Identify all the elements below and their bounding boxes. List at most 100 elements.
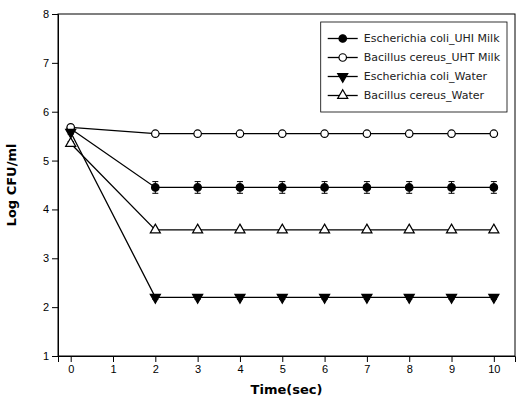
tick: 5 [280, 356, 286, 375]
tick-mark [52, 14, 58, 15]
tick-mark [113, 356, 114, 362]
marker [152, 184, 159, 191]
tick: 4 [43, 203, 58, 215]
tick-mark [52, 258, 58, 259]
error-bar [322, 182, 328, 194]
marker [362, 224, 372, 233]
tick-label: 5 [43, 155, 49, 167]
axis-line [59, 357, 516, 363]
tick-mark [494, 356, 495, 362]
series [67, 124, 498, 138]
marker [446, 224, 456, 233]
tick: 7 [43, 57, 58, 69]
marker [404, 224, 414, 233]
error-bar [237, 182, 243, 194]
series [67, 125, 498, 193]
tick: 5 [43, 155, 58, 167]
legend-entry: Escherichia coli_Water [328, 70, 488, 83]
marker [193, 294, 203, 303]
marker [321, 130, 328, 137]
tick-mark [52, 63, 58, 64]
legend-entry: Escherichia coli_UHI Milk [328, 32, 500, 45]
legend-marker [339, 54, 346, 61]
axis-line [52, 15, 59, 357]
legend-marker [338, 74, 348, 83]
marker [448, 130, 455, 137]
marker [150, 294, 160, 303]
tick-mark [282, 356, 283, 362]
tick: 8 [43, 8, 58, 20]
series-line [71, 129, 494, 188]
marker [489, 224, 499, 233]
error-bar-path [195, 182, 201, 194]
marker [405, 130, 412, 137]
legend-frame [321, 22, 507, 112]
series-line [71, 143, 494, 229]
tick-label: 5 [280, 363, 286, 375]
tick: 7 [364, 356, 370, 375]
marker [150, 224, 160, 233]
tick-mark [409, 356, 410, 362]
x-axis: 0 1 2 3 4 5 6 7 8 9 10 [59, 356, 516, 375]
tick-label: 10 [488, 363, 500, 375]
error-bar [491, 182, 497, 194]
tick-label: 3 [43, 252, 49, 264]
error-bar-path [322, 182, 328, 194]
tick: 9 [449, 356, 455, 375]
marker [490, 184, 497, 191]
marker [490, 130, 497, 137]
tick: 2 [153, 356, 159, 375]
tick: 3 [43, 252, 58, 264]
tick-mark [52, 112, 58, 113]
legend-label: Bacillus cereus_UHT Milk [364, 51, 501, 64]
tick-label: 8 [43, 8, 49, 20]
x-axis-title: Time(sec) [251, 382, 323, 397]
marker [279, 184, 286, 191]
tick-mark [325, 356, 326, 362]
error-bar [449, 182, 455, 194]
marker [320, 224, 330, 233]
tick-label: 9 [449, 363, 455, 375]
marker [277, 294, 287, 303]
series [66, 138, 499, 233]
error-bar [195, 182, 201, 194]
tick: 1 [43, 350, 58, 362]
tick-mark [240, 356, 241, 362]
marker [448, 184, 455, 191]
marker [194, 184, 201, 191]
tick-label: 7 [43, 57, 49, 69]
error-bar-path [152, 182, 158, 194]
series-line [71, 132, 494, 297]
tick: 4 [237, 356, 243, 375]
tick-label: 6 [43, 106, 49, 118]
error-bar-path [406, 182, 412, 194]
tick-label: 0 [68, 363, 74, 375]
error-bar-path [279, 182, 285, 194]
tick: 0 [68, 356, 74, 375]
series [66, 129, 499, 303]
tick: 6 [322, 356, 328, 375]
tick-label: 7 [364, 363, 370, 375]
error-bar [279, 182, 285, 194]
tick-mark [367, 356, 368, 362]
legend: Escherichia coli_UHI Milk Bacillus cereus… [321, 22, 507, 112]
error-bar-path [237, 182, 243, 194]
marker [277, 224, 287, 233]
tick-mark [52, 161, 58, 162]
tick-mark [155, 356, 156, 362]
marker [320, 294, 330, 303]
tick: 8 [407, 356, 413, 375]
marker [236, 184, 243, 191]
marker [193, 224, 203, 233]
tick-mark [71, 356, 72, 362]
tick-mark [52, 307, 58, 308]
tick-label: 4 [43, 203, 49, 215]
legend-label: Escherichia coli_Water [364, 70, 488, 83]
tick-label: 3 [195, 363, 201, 375]
marker [404, 294, 414, 303]
tick-label: 8 [407, 363, 413, 375]
marker [363, 130, 370, 137]
marker [362, 294, 372, 303]
tick-label: 2 [43, 301, 49, 313]
tick: 1 [110, 356, 116, 375]
